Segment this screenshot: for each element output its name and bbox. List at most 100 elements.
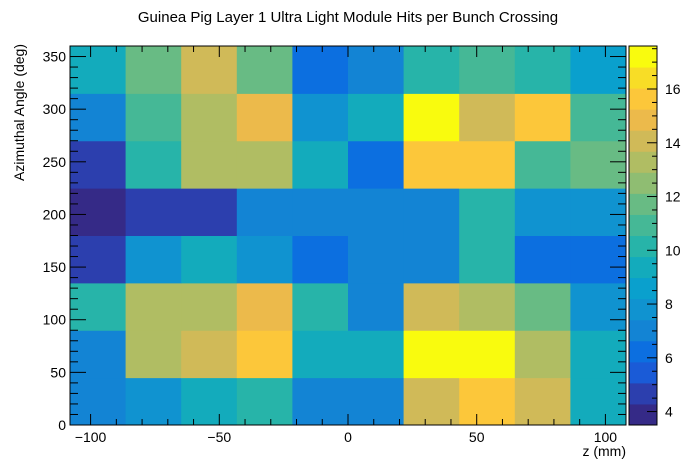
- heatmap-cell: [181, 188, 238, 236]
- heatmap-cell: [125, 140, 182, 189]
- heatmap-cell: [514, 235, 571, 284]
- color-scale-bar: 4 6 8 10 12 14 16: [628, 45, 681, 426]
- color-scale-swatch: [629, 151, 657, 173]
- heatmap-cell: [514, 282, 571, 331]
- y-tick-label: 300: [43, 101, 67, 117]
- color-scale-swatch: [629, 130, 657, 152]
- heatmap-cell: [403, 46, 460, 94]
- heatmap-cell: [459, 235, 516, 284]
- heatmap-cell: [236, 140, 293, 189]
- color-scale-swatch: [629, 403, 657, 426]
- heatmap-cell: [236, 46, 293, 94]
- y-tick-label: 350: [43, 49, 67, 65]
- heatmap-cell: [403, 235, 460, 284]
- heatmap-cell: [514, 140, 571, 189]
- heatmap-cell: [70, 377, 127, 426]
- color-scale-swatch: [629, 46, 657, 68]
- heatmap-cell: [292, 140, 349, 189]
- heatmap-cell: [403, 377, 460, 426]
- heatmap-cell: [348, 377, 405, 426]
- heatmap-cell: [236, 330, 293, 379]
- y-tick-label: 50: [50, 364, 66, 380]
- x-tick-label: −100: [75, 429, 107, 445]
- x-tick-label: 0: [344, 429, 352, 445]
- color-scale-tick-label: 10: [665, 242, 681, 258]
- heatmap-cell: [125, 377, 182, 426]
- heatmap-cell: [514, 188, 571, 236]
- y-tick-label: 0: [58, 417, 66, 433]
- color-scale-swatch: [629, 109, 657, 131]
- color-scale-swatch: [629, 214, 657, 236]
- color-scale-swatch: [629, 193, 657, 215]
- heatmap-cell: [181, 330, 238, 379]
- color-scale-swatch: [629, 67, 657, 89]
- heatmap-cell: [292, 93, 349, 142]
- heatmap-cell: [348, 140, 405, 189]
- color-scale-swatch: [629, 382, 657, 405]
- heatmap-cell: [459, 46, 516, 94]
- heatmap-cell: [348, 93, 405, 142]
- heatmap-cell: [403, 93, 460, 142]
- heatmap-cell: [236, 235, 293, 284]
- y-tick-label: 150: [43, 259, 67, 275]
- color-scale-tick-label: 6: [665, 350, 673, 366]
- color-scale-tick-label: 4: [665, 404, 673, 420]
- y-tick-label: 200: [43, 206, 67, 222]
- heatmap-cell: [459, 330, 516, 379]
- heatmap-cell: [236, 188, 293, 236]
- heatmap-cell: [348, 46, 405, 94]
- heatmap-cell: [403, 188, 460, 236]
- heatmap-cell: [125, 235, 182, 284]
- heatmap-cell: [125, 46, 182, 94]
- heatmap-cell: [181, 140, 238, 189]
- heatmap-cell: [236, 377, 293, 426]
- heatmap-cell: [70, 282, 127, 331]
- heatmap-cell: [459, 377, 516, 426]
- heatmap-cell: [292, 188, 349, 236]
- x-tick-label: −50: [207, 429, 231, 445]
- y-axis-label: Azimuthal Angle (deg): [11, 44, 27, 181]
- heatmap-cell: [292, 330, 349, 379]
- heatmap-cell: [125, 330, 182, 379]
- heatmap-cell: [348, 330, 405, 379]
- heatmap-cell: [236, 282, 293, 331]
- heatmap-cell: [181, 235, 238, 284]
- heatmap-cell: [70, 235, 127, 284]
- heatmap-cell: [292, 282, 349, 331]
- color-scale-swatch: [629, 361, 657, 384]
- heatmap-cell: [570, 46, 627, 94]
- x-axis-label: z (mm): [582, 443, 626, 459]
- heatmap-cells: [70, 46, 627, 426]
- heatmap-cell: [570, 282, 627, 331]
- y-axis: 0 50 100 150 200 250 300 350: [43, 45, 626, 433]
- heatmap-cell: [292, 235, 349, 284]
- color-scale-swatch: [629, 319, 657, 342]
- heatmap-cell: [570, 235, 627, 284]
- heatmap-cell: [459, 93, 516, 142]
- heatmap-cell: [70, 93, 127, 142]
- color-scale-swatch: [629, 88, 657, 110]
- heatmap-cell: [403, 330, 460, 379]
- heatmap-cell: [181, 282, 238, 331]
- heatmap-cell: [514, 93, 571, 142]
- color-scale-tick-label: 16: [665, 81, 681, 97]
- heatmap-cell: [181, 377, 238, 426]
- heatmap-cell: [570, 93, 627, 142]
- heatmap-cell: [125, 93, 182, 142]
- color-scale-swatch: [629, 235, 657, 258]
- heatmap-cell: [459, 140, 516, 189]
- color-scale-frame: [628, 45, 658, 426]
- heatmap-cell: [459, 188, 516, 236]
- heatmap-cell: [181, 46, 238, 94]
- color-scale-swatch: [629, 256, 657, 279]
- heatmap-cell: [514, 46, 571, 94]
- color-scale-swatch: [629, 277, 657, 300]
- heatmap-cell: [292, 46, 349, 94]
- color-scale-tick-label: 14: [665, 135, 681, 151]
- heatmap-cell: [348, 235, 405, 284]
- color-scale-tick-label: 12: [665, 189, 681, 205]
- heatmap-cell: [570, 188, 627, 236]
- color-scale-swatch: [629, 172, 657, 194]
- y-tick-label: 100: [43, 312, 67, 328]
